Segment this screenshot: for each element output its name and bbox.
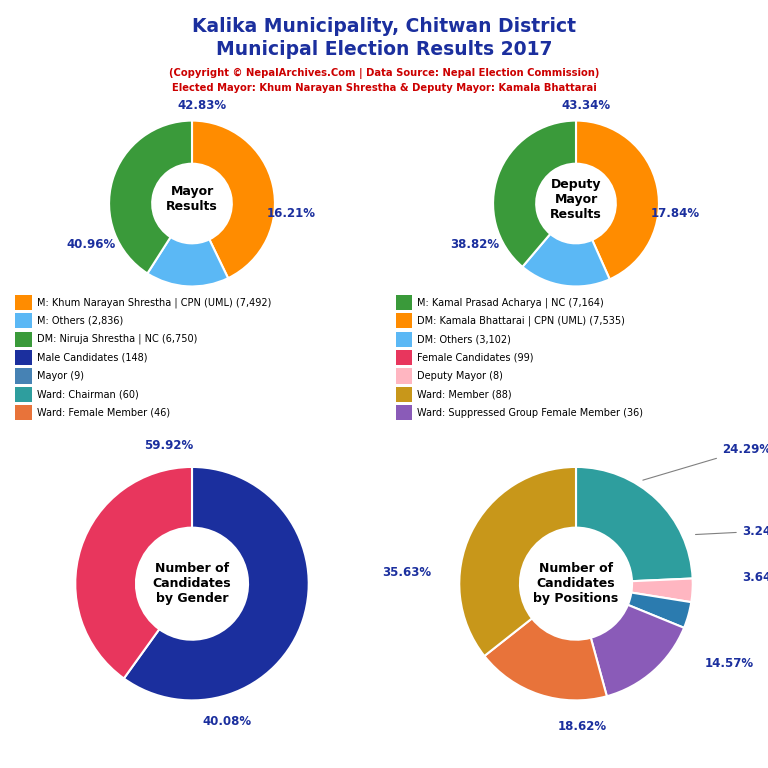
Text: Male Candidates (148): Male Candidates (148) [37,353,147,362]
Text: Deputy
Mayor
Results: Deputy Mayor Results [550,178,602,221]
Wedge shape [576,467,693,581]
Text: 24.29%: 24.29% [643,443,768,480]
Text: Mayor (9): Mayor (9) [37,371,84,381]
Text: Elected Mayor: Khum Narayan Shrestha & Deputy Mayor: Kamala Bhattarai: Elected Mayor: Khum Narayan Shrestha & D… [171,83,597,93]
Text: Ward: Suppressed Group Female Member (36): Ward: Suppressed Group Female Member (36… [417,408,643,418]
Text: 16.21%: 16.21% [266,207,316,220]
Bar [15,369,32,384]
Text: 35.63%: 35.63% [382,565,432,578]
Bar [396,313,412,329]
Text: Deputy Mayor (8): Deputy Mayor (8) [417,371,503,381]
Text: 3.24%: 3.24% [696,525,768,538]
Text: Number of
Candidates
by Gender: Number of Candidates by Gender [153,562,231,605]
Text: DM: Niruja Shrestha | NC (6,750): DM: Niruja Shrestha | NC (6,750) [37,334,197,344]
Text: 42.83%: 42.83% [177,99,227,112]
Text: Number of
Candidates
by Positions: Number of Candidates by Positions [533,562,619,605]
Wedge shape [459,467,576,656]
Text: 40.96%: 40.96% [66,239,115,251]
Bar [15,350,32,366]
Wedge shape [75,467,192,678]
Bar [15,295,32,310]
Bar [396,295,412,310]
Wedge shape [522,234,610,286]
Bar [396,332,412,347]
Wedge shape [631,578,693,602]
Text: DM: Kamala Bhattarai | CPN (UML) (7,535): DM: Kamala Bhattarai | CPN (UML) (7,535) [417,316,625,326]
Text: 59.92%: 59.92% [144,439,194,452]
Wedge shape [192,121,275,278]
Text: (Copyright © NepalArchives.Com | Data Source: Nepal Election Commission): (Copyright © NepalArchives.Com | Data So… [169,68,599,78]
Bar [396,369,412,384]
Text: Municipal Election Results 2017: Municipal Election Results 2017 [216,40,552,59]
Text: 18.62%: 18.62% [558,720,607,733]
Text: Kalika Municipality, Chitwan District: Kalika Municipality, Chitwan District [192,17,576,36]
Text: 43.34%: 43.34% [561,99,611,112]
Wedge shape [147,237,228,286]
Text: M: Kamal Prasad Acharya | NC (7,164): M: Kamal Prasad Acharya | NC (7,164) [417,297,604,307]
Text: Mayor
Results: Mayor Results [166,185,218,214]
Text: 17.84%: 17.84% [650,207,700,220]
Wedge shape [493,121,576,266]
Text: Ward: Female Member (46): Ward: Female Member (46) [37,408,170,418]
Wedge shape [109,121,192,273]
Text: DM: Others (3,102): DM: Others (3,102) [417,334,511,344]
Text: 38.82%: 38.82% [450,239,499,251]
Text: M: Khum Narayan Shrestha | CPN (UML) (7,492): M: Khum Narayan Shrestha | CPN (UML) (7,… [37,297,271,307]
Text: 40.08%: 40.08% [203,715,252,728]
Text: 3.64%: 3.64% [742,571,768,584]
Bar [15,332,32,347]
Text: 14.57%: 14.57% [704,657,753,670]
Wedge shape [124,467,309,700]
Bar [15,387,32,402]
Wedge shape [485,618,607,700]
Bar [396,387,412,402]
Text: Ward: Member (88): Ward: Member (88) [417,389,511,399]
Text: M: Others (2,836): M: Others (2,836) [37,316,123,326]
Wedge shape [628,593,691,627]
Bar [396,406,412,421]
Bar [15,406,32,421]
Text: Ward: Chairman (60): Ward: Chairman (60) [37,389,138,399]
Bar [15,313,32,329]
Bar [396,350,412,366]
Wedge shape [591,605,684,697]
Text: Female Candidates (99): Female Candidates (99) [417,353,534,362]
Wedge shape [576,121,659,280]
